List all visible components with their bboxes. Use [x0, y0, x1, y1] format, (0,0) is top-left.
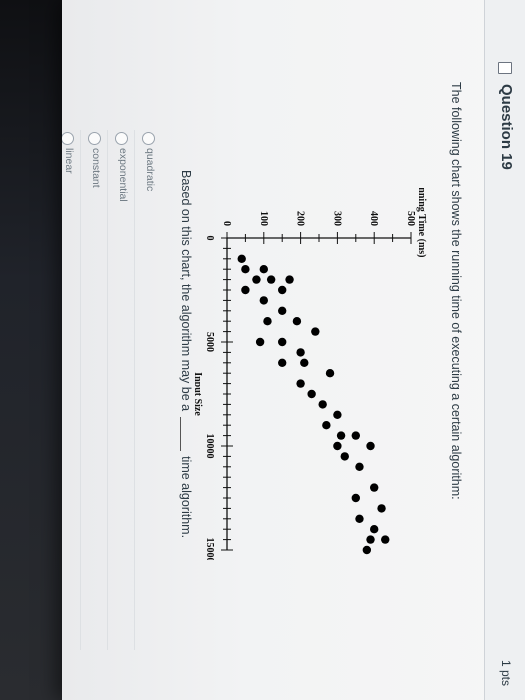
data-point: [307, 389, 316, 399]
question-title: Question 19: [498, 84, 515, 170]
answer-label: constant: [90, 148, 102, 188]
data-point: [259, 265, 268, 274]
data-point: [381, 535, 390, 544]
screen: Question 19 1 pts The following chart sh…: [62, 0, 525, 700]
data-point: [277, 285, 287, 295]
data-point: [296, 379, 305, 388]
question-fill-in: Based on this chart, the algorithm may b…: [179, 170, 193, 538]
answer-option-linear[interactable]: linear: [62, 130, 80, 650]
data-point: [311, 327, 320, 336]
data-point: [255, 337, 265, 347]
data-point: [340, 452, 349, 461]
answer-label: quadratic: [144, 148, 156, 192]
y-axis-title: Running Time (ms): [416, 188, 427, 257]
data-point: [296, 348, 305, 357]
answer-label: linear: [63, 148, 75, 174]
data-point: [333, 441, 342, 451]
y-tick-label: 500: [405, 211, 416, 226]
answer-option-quadratic[interactable]: quadratic: [134, 130, 161, 650]
data-point: [241, 285, 250, 295]
data-point: [285, 275, 294, 284]
radio-button[interactable]: [115, 132, 128, 145]
x-tick-label: 5000: [204, 332, 215, 352]
fill-in-text-after: time algorithm.: [179, 456, 193, 539]
y-tick-label: 100: [258, 211, 269, 226]
data-point: [318, 400, 327, 409]
data-point: [266, 275, 276, 284]
data-point: [263, 317, 272, 326]
y-tick-label: 200: [295, 211, 306, 226]
data-point: [252, 275, 261, 284]
data-point: [241, 265, 250, 274]
x-tick-label: 10000: [204, 434, 215, 459]
data-point: [351, 493, 360, 503]
x-tick-label: 15000: [204, 538, 215, 561]
data-point: [377, 504, 386, 513]
answer-list: quadratic exponential constant linear: [62, 130, 161, 650]
radio-button[interactable]: [88, 132, 101, 145]
quiz-page: Question 19 1 pts The following chart sh…: [62, 0, 525, 700]
fill-in-text-before: Based on this chart, the algorithm may b…: [179, 170, 193, 412]
fill-in-blank: [180, 416, 181, 451]
data-point: [292, 317, 302, 326]
data-point: [300, 358, 309, 368]
data-point: [277, 337, 287, 347]
question-header: Question 19 1 pts: [484, 0, 525, 700]
data-point: [333, 410, 342, 420]
data-point: [366, 441, 375, 451]
data-point: [325, 369, 335, 378]
data-point: [259, 296, 268, 305]
question-prompt: The following chart shows the running ti…: [449, 82, 463, 500]
data-point: [322, 421, 331, 430]
x-tick-label: 0: [204, 236, 215, 241]
data-point: [351, 431, 360, 440]
x-axis-title: Input Size: [195, 372, 203, 416]
y-tick-label: 300: [331, 211, 342, 226]
flag-question-icon[interactable]: [498, 62, 512, 74]
data-point: [370, 525, 379, 534]
data-point: [362, 545, 372, 555]
chart-svg: 0 5000 10000 15000 0 100 200 300 400 500 Running T…: [195, 188, 427, 561]
y-tick-label: 0: [221, 221, 232, 226]
radio-button[interactable]: [142, 132, 155, 145]
data-point: [336, 431, 346, 440]
data-point: [277, 306, 287, 316]
radio-button[interactable]: [62, 132, 74, 145]
data-point: [355, 514, 364, 523]
answer-option-exponential[interactable]: exponential: [107, 130, 134, 650]
y-tick-label: 400: [368, 211, 379, 226]
running-time-chart: 0 5000 10000 15000 0 100 200 300 400 500 Running T…: [195, 188, 435, 560]
data-point: [277, 358, 287, 368]
answer-label: exponential: [117, 148, 129, 202]
data-point: [237, 254, 246, 264]
data-point: [366, 535, 375, 544]
answer-option-constant[interactable]: constant: [80, 130, 107, 650]
data-point: [370, 483, 379, 492]
data-point: [355, 462, 364, 471]
question-points: 1 pts: [499, 659, 513, 686]
